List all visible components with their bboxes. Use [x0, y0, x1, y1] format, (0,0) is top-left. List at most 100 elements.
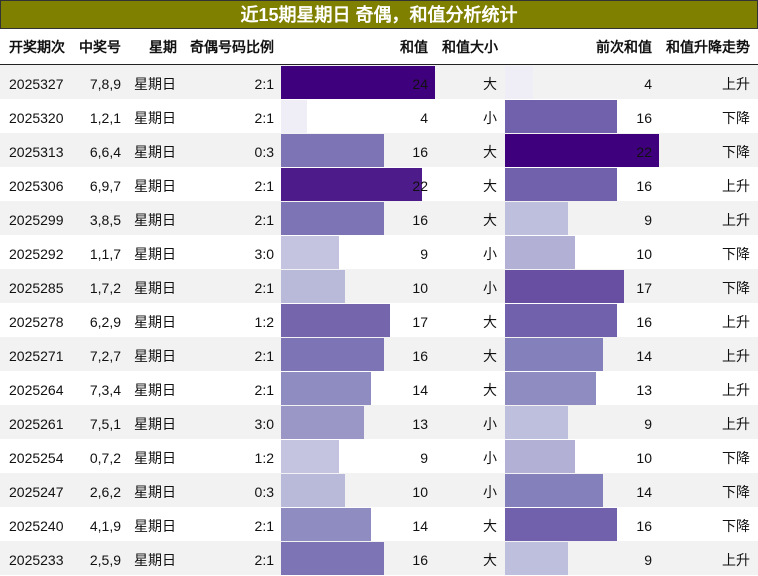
table-cell: 星期日	[134, 76, 176, 92]
table-cell: 星期日	[134, 280, 176, 296]
table-cell: 1,7,2	[89, 280, 121, 296]
table-cell: 16	[412, 144, 428, 160]
data-bar	[505, 100, 617, 133]
row-background	[0, 269, 758, 303]
table-cell: 上升	[722, 416, 750, 432]
column-header: 中奖号	[79, 39, 121, 55]
table-cell: 星期日	[134, 314, 176, 330]
table-cell: 小	[483, 484, 497, 500]
table-cell: 小	[483, 450, 497, 466]
table-cell: 小	[483, 110, 497, 126]
table-cell: 7,8,9	[89, 76, 121, 92]
table-cell: 6,9,7	[89, 178, 121, 194]
table-cell: 14	[412, 382, 428, 398]
table-cell: 14	[636, 348, 652, 364]
table-cell: 2:1	[254, 348, 274, 364]
table-cell: 2025313	[9, 144, 64, 160]
table-cell: 2025247	[9, 484, 64, 500]
table-cell: 16	[636, 110, 652, 126]
column-header: 开奖期次	[9, 39, 65, 55]
data-bar	[505, 202, 568, 235]
row-background	[0, 473, 758, 507]
table-cell: 2:1	[254, 382, 274, 398]
table-cell: 10	[636, 450, 652, 466]
table-cell: 17	[636, 280, 652, 296]
table-cell: 13	[636, 382, 652, 398]
table-cell: 17	[412, 314, 428, 330]
table-cell: 4	[644, 76, 652, 92]
table-cell: 大	[483, 76, 497, 92]
table-cell: 2025254	[9, 450, 64, 466]
header-rule	[0, 64, 758, 65]
table-cell: 下降	[722, 144, 750, 160]
data-bar	[281, 304, 391, 337]
table-cell: 16	[412, 348, 428, 364]
table-cell: 22	[636, 144, 652, 160]
data-bar	[505, 134, 659, 167]
table-cell: 下降	[722, 450, 750, 466]
table-cell: 2,6,2	[89, 484, 121, 500]
table-cell: 星期日	[134, 212, 176, 228]
data-bar	[281, 100, 307, 133]
table-cell: 星期日	[134, 450, 176, 466]
table-cell: 上升	[722, 348, 750, 364]
data-bar	[505, 440, 575, 473]
table-cell: 16	[412, 552, 428, 568]
table-cell: 7,2,7	[89, 348, 121, 364]
table-cell: 星期日	[134, 246, 176, 262]
data-bar	[281, 236, 339, 269]
table-cell: 1:2	[254, 314, 274, 330]
table-cell: 6,2,9	[89, 314, 121, 330]
data-bar	[505, 542, 568, 575]
table-cell: 2025261	[9, 416, 64, 432]
column-header: 和值大小	[442, 39, 498, 55]
column-header: 和值	[400, 39, 428, 55]
table-cell: 下降	[722, 518, 750, 534]
table-cell: 4	[420, 110, 428, 126]
data-bar	[281, 406, 365, 439]
table-cell: 2025264	[9, 382, 64, 398]
table-cell: 上升	[722, 552, 750, 568]
table-cell: 小	[483, 280, 497, 296]
table-cell: 星期日	[134, 518, 176, 534]
row-background	[0, 405, 758, 439]
data-bar	[505, 270, 624, 303]
table-cell: 星期日	[134, 552, 176, 568]
table-cell: 14	[412, 518, 428, 534]
table-cell: 2:1	[254, 178, 274, 194]
table-cell: 7,5,1	[89, 416, 121, 432]
data-bar	[281, 66, 435, 99]
data-bar	[505, 338, 603, 371]
table-cell: 7,3,4	[89, 382, 121, 398]
table-cell: 9	[644, 416, 652, 432]
table-cell: 大	[483, 144, 497, 160]
table-cell: 星期日	[134, 416, 176, 432]
table-cell: 下降	[722, 484, 750, 500]
table-cell: 3:0	[254, 416, 274, 432]
table-cell: 小	[483, 246, 497, 262]
data-bar	[281, 474, 346, 507]
table-cell: 2025292	[9, 246, 64, 262]
table-cell: 10	[636, 246, 652, 262]
table-cell: 6,6,4	[89, 144, 121, 160]
data-bar	[281, 270, 346, 303]
table-cell: 3:0	[254, 246, 274, 262]
table-cell: 星期日	[134, 144, 176, 160]
data-bar	[505, 236, 575, 269]
table-cell: 0,7,2	[89, 450, 121, 466]
table-cell: 大	[483, 382, 497, 398]
table-cell: 16	[412, 212, 428, 228]
data-bar	[505, 508, 617, 541]
table-cell: 10	[412, 280, 428, 296]
table-cell: 16	[636, 178, 652, 194]
table-cell: 16	[636, 314, 652, 330]
table-cell: 下降	[722, 110, 750, 126]
table-cell: 2025233	[9, 552, 64, 568]
column-header: 星期	[149, 39, 177, 55]
table-cell: 3,8,5	[89, 212, 121, 228]
data-bar	[281, 168, 423, 201]
table-cell: 上升	[722, 178, 750, 194]
data-bar	[505, 372, 596, 405]
table-cell: 上升	[722, 76, 750, 92]
